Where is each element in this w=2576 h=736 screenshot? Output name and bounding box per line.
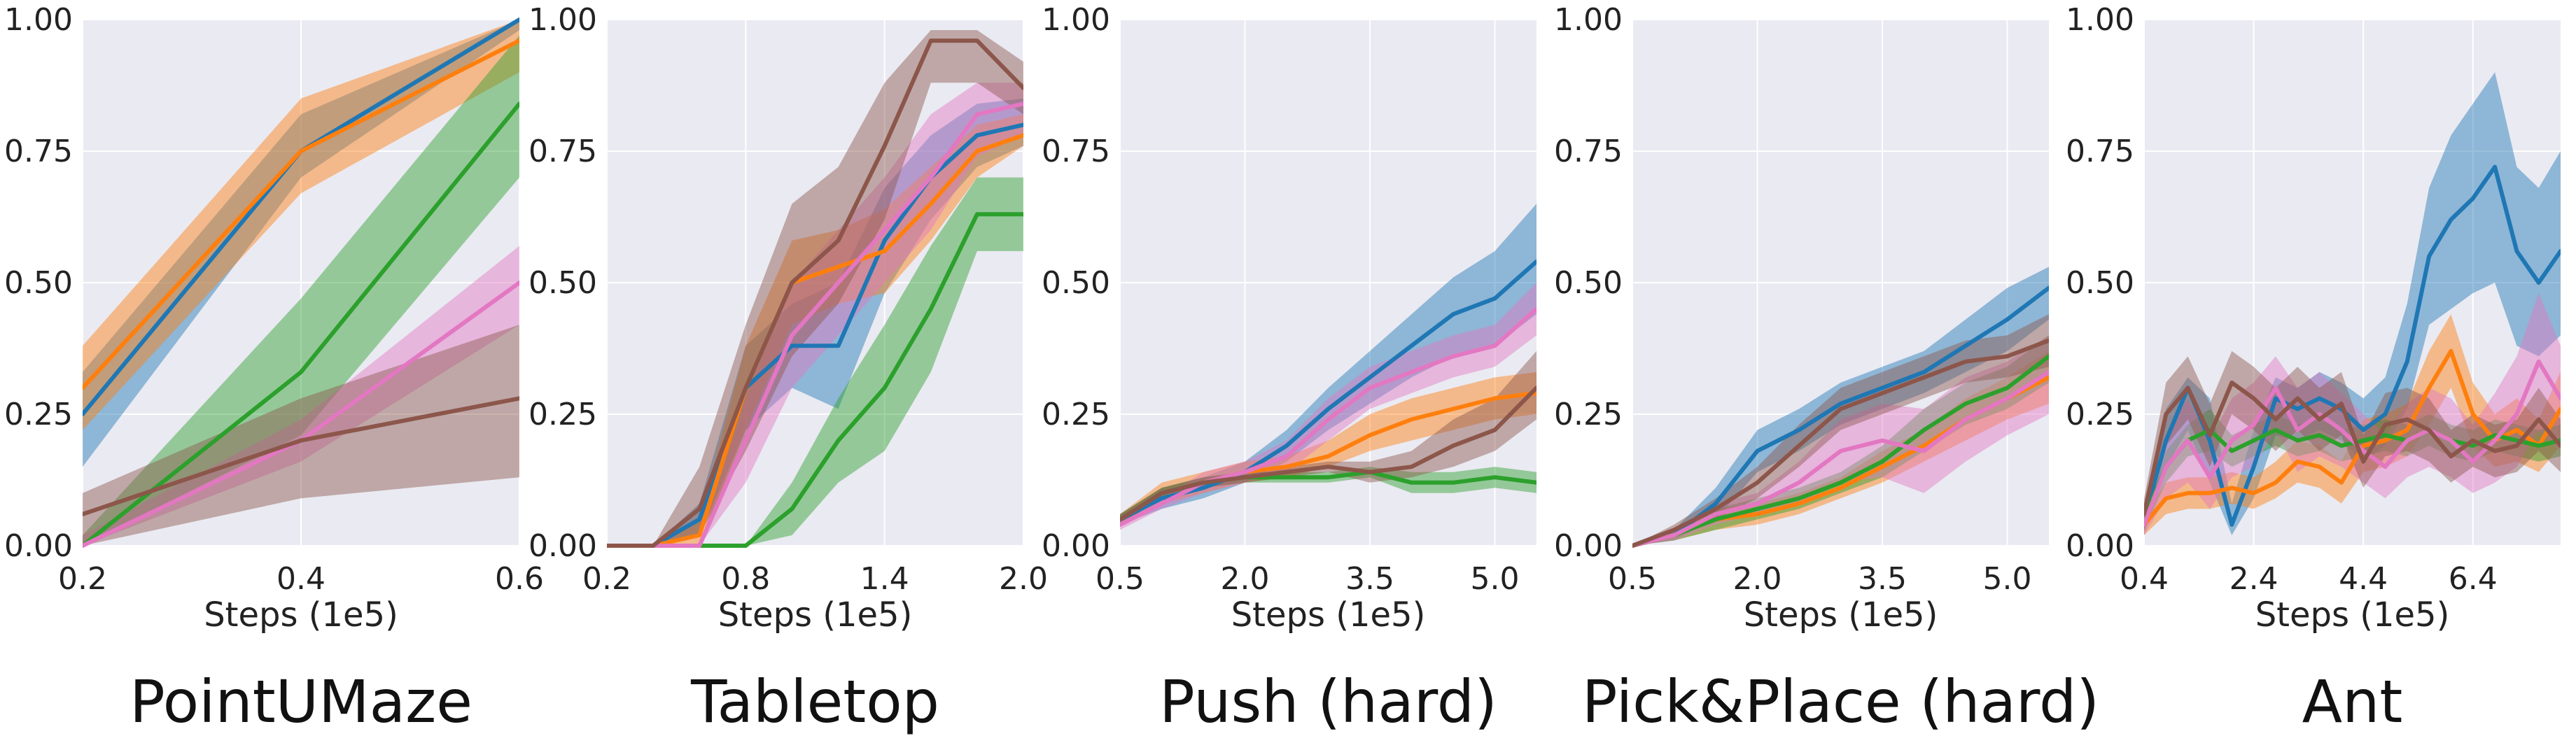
y-tick-label: 1.00: [1554, 2, 1623, 38]
series-line-brown: [607, 38, 1023, 548]
series-line-pink: [607, 101, 1023, 548]
y-tick-label: 1.00: [1042, 2, 1110, 38]
series-line-brown: [1632, 338, 2049, 548]
x-axis-label: Steps (1e5): [204, 595, 398, 635]
series-line-pink: [2144, 359, 2561, 527]
series-line-orange: [607, 133, 1023, 548]
y-tick-label: 0.75: [528, 134, 597, 169]
chart-title: Ant: [2302, 667, 2403, 736]
x-tick-label: 5.0: [1983, 561, 2032, 597]
x-tick-label: 2.4: [2230, 561, 2278, 597]
confidence-band-green: [607, 177, 1023, 546]
subplot: 0.00 0.25 0.50 0.75 1.00 0.2 0.4 0.6 Steps (1e5)…: [4, 2, 544, 736]
series-line-blue: [2144, 164, 2561, 527]
y-tick-label: 0.00: [1042, 528, 1110, 564]
series-line-pink: [1120, 306, 1536, 527]
y-tick-label: 0.25: [528, 397, 597, 432]
series-line-green: [1632, 354, 2049, 548]
x-tick-label: 0.5: [1096, 561, 1144, 597]
y-tick-label: 0.00: [528, 528, 597, 564]
x-tick-label: 0.6: [495, 561, 544, 597]
series-group: [1120, 204, 1536, 530]
y-tick-label: 0.00: [1554, 528, 1623, 564]
y-tick-label: 1.00: [528, 2, 597, 38]
chart-title: PointUMaze: [130, 667, 472, 736]
y-tick-label: 1.00: [4, 2, 73, 38]
y-tick-label: 0.25: [2066, 397, 2134, 432]
y-tick-label: 0.50: [1042, 265, 1110, 301]
x-tick-label: 0.4: [2120, 561, 2169, 597]
x-tick-label: 0.5: [1608, 561, 1657, 597]
series-line-brown: [83, 396, 519, 516]
y-tick-label: 0.25: [4, 397, 73, 432]
y-tick-label: 0.50: [2066, 265, 2134, 301]
x-tick-label: 0.2: [58, 561, 107, 597]
confidence-band-green: [2144, 409, 2561, 530]
series-line-brown: [2144, 380, 2561, 516]
series-line-orange: [83, 38, 519, 390]
y-tick-label: 0.50: [1554, 265, 1623, 301]
subplot: 0.00 0.25 0.50 0.75 1.00 0.2 0.8 1.4 2.0 Steps (1…: [528, 2, 1048, 736]
confidence-band-green: [83, 35, 519, 546]
x-axis-label: Steps (1e5): [718, 595, 913, 635]
subplot: 0.00 0.25 0.50 0.75 1.00 0.5 2.0 3.5 5.0 Steps (1…: [1042, 2, 1536, 736]
confidence-band-pink: [607, 83, 1023, 546]
x-tick-label: 0.4: [276, 561, 326, 597]
y-tick-label: 0.75: [1554, 134, 1623, 169]
x-tick-label: 6.4: [2449, 561, 2498, 597]
x-axis-label: Steps (1e5): [2255, 595, 2450, 635]
series-group: [2144, 72, 2561, 535]
confidence-band-orange: [607, 114, 1023, 546]
confidence-band-pink: [1120, 283, 1536, 530]
y-tick-label: 0.25: [1042, 397, 1110, 432]
series-group: [1632, 267, 2049, 548]
y-tick-label: 0.00: [2066, 528, 2134, 564]
x-tick-label: 0.8: [721, 561, 770, 597]
x-tick-label: 0.2: [582, 561, 631, 597]
y-tick-label: 0.50: [4, 265, 73, 301]
x-tick-label: 4.4: [2339, 561, 2388, 597]
x-tick-label: 2.0: [1733, 561, 1782, 597]
confidence-band-pink: [83, 246, 519, 546]
x-tick-label: 2.0: [999, 561, 1048, 597]
x-tick-label: 3.5: [1858, 561, 1907, 597]
y-tick-label: 0.25: [1554, 397, 1623, 432]
confidence-band-brown: [83, 325, 519, 546]
series-group: [83, 17, 519, 548]
x-tick-label: 3.5: [1345, 561, 1394, 597]
confidence-band-blue: [2144, 72, 2561, 535]
y-tick-label: 0.75: [2066, 134, 2134, 169]
y-tick-label: 0.00: [4, 528, 73, 564]
series-line-pink: [1632, 369, 2049, 548]
confidence-band-brown: [1632, 314, 2049, 546]
subplot: 0.00 0.25 0.50 0.75 1.00 0.5 2.0 3.5 5.0 Steps (1…: [1554, 2, 2099, 736]
x-tick-label: 1.4: [860, 561, 909, 597]
confidence-band-orange: [83, 20, 519, 430]
series-line-brown: [1120, 385, 1536, 522]
y-tick-label: 1.00: [2066, 2, 2134, 38]
series-group: [607, 30, 1023, 548]
series-line-blue: [607, 122, 1023, 548]
confidence-band-pink: [1632, 335, 2049, 546]
chart-title: Tabletop: [690, 667, 939, 736]
x-tick-label: 5.0: [1471, 561, 1520, 597]
y-tick-label: 0.75: [4, 134, 73, 169]
x-axis-label: Steps (1e5): [1744, 595, 1938, 635]
confidence-band-brown: [607, 30, 1023, 546]
chart-title: Pick&Place (hard): [1582, 667, 2099, 736]
confidence-band-pink: [2144, 293, 2561, 535]
y-tick-label: 0.50: [528, 265, 597, 301]
confidence-band-orange: [1120, 371, 1536, 525]
x-tick-label: 2.0: [1221, 561, 1270, 597]
y-tick-label: 0.75: [1042, 134, 1110, 169]
confidence-band-blue: [607, 98, 1023, 546]
x-axis-label: Steps (1e5): [1231, 595, 1426, 635]
chart-title: Push (hard): [1159, 667, 1497, 736]
